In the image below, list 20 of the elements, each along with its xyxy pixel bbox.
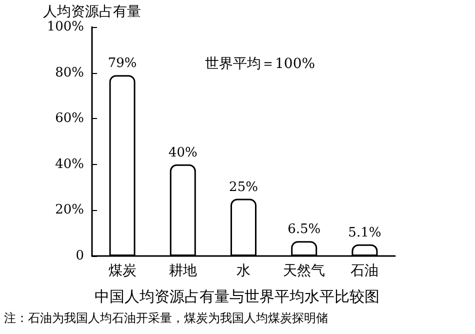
data-label: 6.5% [288,222,321,238]
x-tick-label: 水 [236,263,250,279]
annotation: 世界平均＝100% [205,56,316,72]
text: 中国人均资源占有量与世界平均水平比较图 [94,288,380,306]
y-tick-label: 20% [55,202,84,218]
x-tick-label: 煤炭 [108,263,136,279]
data-label: 25% [229,180,258,195]
text: 注：石油为我国人均石油开采量，煤炭为我国人均煤炭探明储 [4,311,328,325]
data-label: 79% [108,56,137,72]
x-tick-label: 石油 [350,263,379,279]
y-tick-label: 0 [76,248,84,264]
data-label: 40% [168,145,198,160]
y-axis-title: 人均资源占有量 [43,4,141,20]
y-tick-label: 40% [55,156,84,172]
y-tick-label: 60% [55,111,84,126]
y-tick-label: 100% [46,20,84,34]
x-tick-label: 天然气 [283,263,326,279]
data-label: 5.1% [348,225,382,240]
y-tick-label: 80% [55,65,84,80]
x-tick-label: 耕地 [168,263,197,279]
